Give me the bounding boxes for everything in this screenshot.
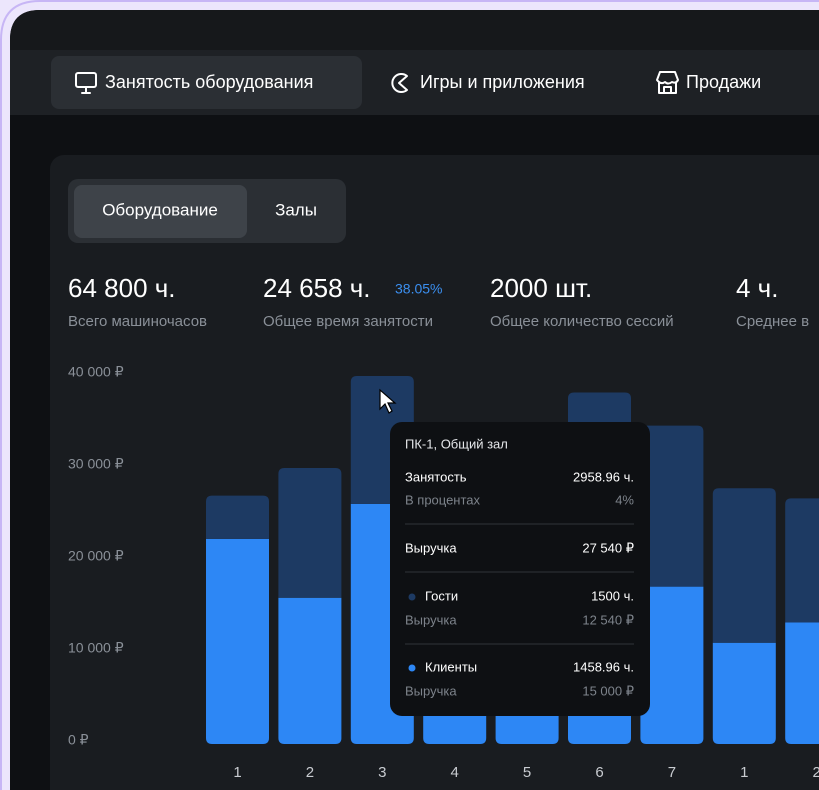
nav-icons	[75, 71, 679, 94]
y-tick-label: 20 000 ₽	[68, 548, 124, 564]
stat-label: Всего машиночасов	[68, 313, 207, 330]
bar-segment	[206, 495, 269, 539]
x-tick-label: 1	[233, 764, 241, 781]
y-tick-label: 10 000 ₽	[68, 640, 124, 656]
app: Занятость оборудования Игры и приложения П…	[10, 10, 819, 790]
bar-segment	[785, 622, 819, 744]
tooltip-label: В процентах	[405, 492, 481, 507]
tooltip-label: Выручка	[405, 683, 457, 698]
tooltip-label: Выручка	[405, 540, 457, 555]
tooltip-label: Занятость	[405, 469, 467, 484]
bar-segment	[278, 468, 342, 598]
stat-label: Общее количество сессий	[490, 313, 674, 330]
y-tick-label: 40 000 ₽	[68, 364, 124, 380]
tooltip: ПК-1, Общий зал Занятость 2958.96 ч. В п…	[390, 422, 650, 716]
tooltip-value: 27 540 ₽	[582, 540, 634, 555]
tooltip-value: 2958.96 ч.	[573, 469, 634, 484]
top-strip	[10, 10, 819, 50]
bar-segment	[278, 597, 342, 744]
bar-segment	[206, 538, 269, 744]
tooltip-value: 12 540 ₽	[582, 612, 634, 627]
bar-segment	[712, 488, 776, 643]
tooltip-label: Выручка	[405, 612, 457, 627]
bar-segment	[640, 425, 704, 587]
stat-label: Общее время занятости	[263, 313, 433, 330]
nav-tab-active	[51, 56, 362, 109]
nav: Занятость оборудования Игры и приложения П…	[51, 56, 761, 109]
nav-tab[interactable]: Игры и приложения	[420, 72, 585, 92]
segment-tab[interactable]: Оборудование	[102, 200, 218, 219]
stat-value: 2000 шт.	[490, 273, 592, 303]
stat-label: Среднее в	[736, 313, 809, 330]
nav-tab[interactable]: Занятость оборудования	[105, 72, 313, 92]
tooltip-value: 15 000 ₽	[582, 683, 634, 698]
tooltip-value: 1500 ч.	[591, 588, 634, 603]
stat-badge: 38.05%	[395, 281, 442, 297]
x-tick-label: 2	[306, 764, 314, 781]
nav-tab[interactable]: Продажи	[686, 72, 761, 92]
x-tick-label: 5	[523, 764, 531, 781]
clients-dot	[408, 664, 416, 672]
tooltip-value: 1458.96 ч.	[573, 659, 634, 674]
x-tick-label: 6	[595, 764, 603, 781]
guests-dot	[408, 593, 416, 601]
x-tick-label: 1	[740, 764, 748, 781]
bar-segment	[640, 586, 704, 744]
monitor-icon-stand	[81, 86, 91, 94]
cursor	[379, 388, 397, 414]
x-tick-label: 4	[451, 764, 459, 781]
segment: Оборудование Залы	[74, 185, 317, 238]
bar-segment	[712, 642, 776, 744]
y-tick-label: 0 ₽	[68, 732, 89, 748]
segment-tab[interactable]: Залы	[275, 200, 317, 219]
stat-value: 24 658 ч.	[263, 273, 371, 303]
stats: 64 800 ч. Всего машиночасов 24 658 ч. 38.05…	[68, 273, 809, 330]
x-tick-label: 2	[813, 764, 819, 781]
tooltip-label: Клиенты	[425, 659, 477, 674]
stat-value: 64 800 ч.	[68, 273, 176, 303]
shop-icon	[656, 71, 679, 94]
segment-active	[74, 185, 247, 238]
tooltip-label: Гости	[425, 588, 458, 603]
tooltip-box	[390, 422, 650, 716]
bar-segment	[785, 498, 819, 623]
tooltip-title: ПК-1, Общий зал	[405, 436, 508, 451]
tooltip-value: 4%	[615, 492, 634, 507]
x-tick-label: 3	[378, 764, 386, 781]
x-tick-label: 7	[668, 764, 676, 781]
y-tick-label: 30 000 ₽	[68, 456, 124, 472]
stat-value: 4 ч.	[736, 273, 778, 303]
games-icon	[391, 73, 408, 93]
